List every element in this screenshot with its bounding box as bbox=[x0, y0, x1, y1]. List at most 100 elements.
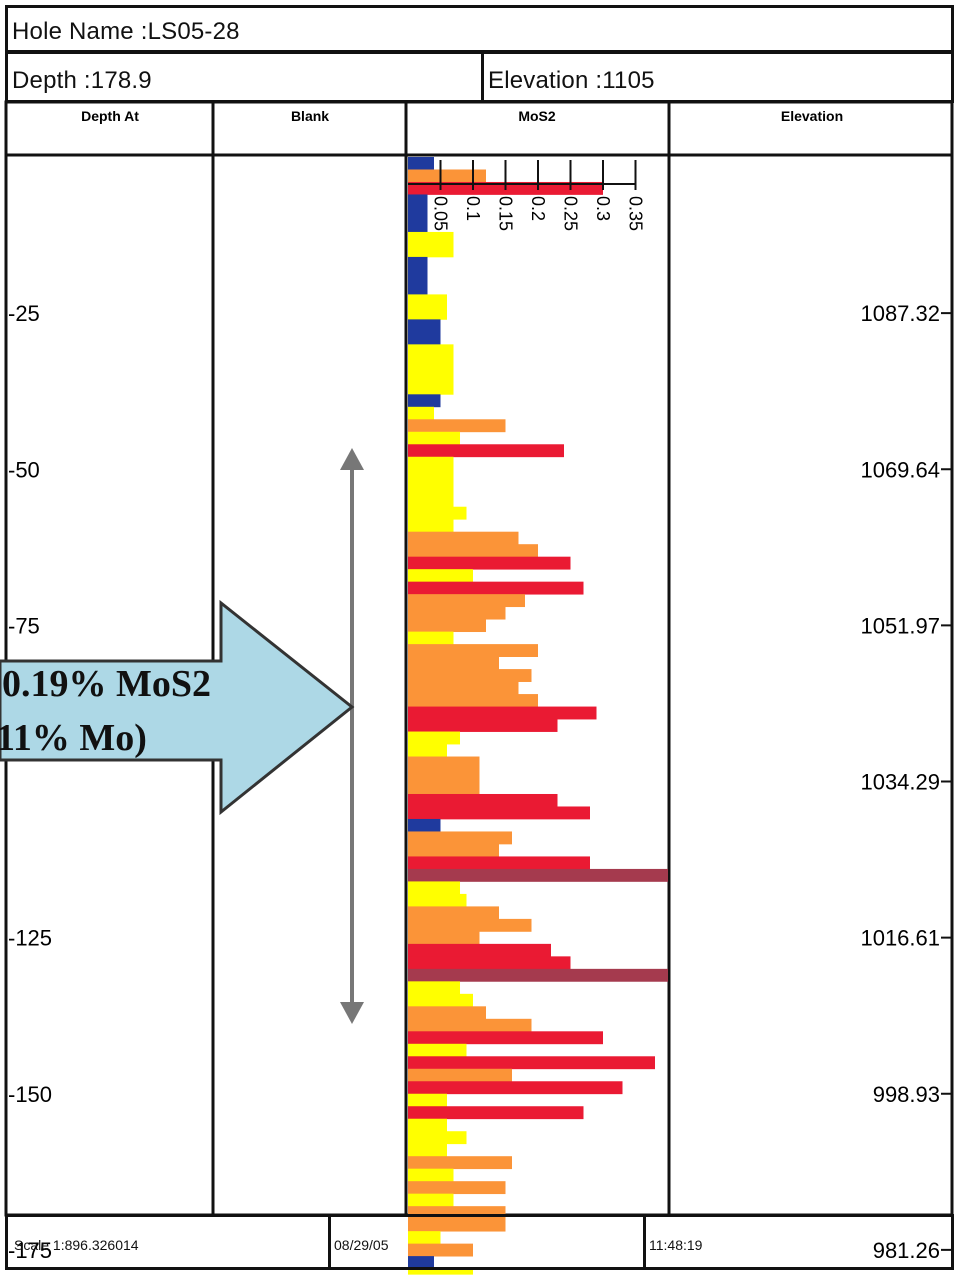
mos2-bar bbox=[408, 1081, 623, 1095]
col-header-mos2: MoS2 bbox=[518, 108, 556, 124]
depth-tick-label: -175 bbox=[8, 1238, 52, 1263]
mos2-bar bbox=[408, 157, 434, 170]
mos2-bar bbox=[408, 544, 538, 558]
mos2-bar bbox=[408, 406, 434, 420]
mos2-bar bbox=[408, 1156, 512, 1170]
mos2-bar bbox=[408, 756, 480, 795]
mos2-bar bbox=[408, 256, 428, 295]
mos2-scale-label: 0.05 bbox=[431, 196, 451, 231]
mos2-bars bbox=[408, 157, 668, 1275]
mos2-scale-label: 0.2 bbox=[528, 196, 548, 221]
mos2-bar bbox=[408, 669, 532, 682]
mos2-bar bbox=[408, 694, 538, 707]
mos2-bar bbox=[408, 681, 519, 695]
mos2-bar bbox=[408, 594, 525, 608]
elevation-ticks: 1087.32 1069.64 1051.97 1034.29 1016.61 998.9… bbox=[860, 301, 952, 1263]
mos2-bar bbox=[408, 169, 486, 183]
mos2-bar bbox=[408, 856, 590, 870]
mos2-bar bbox=[408, 906, 499, 920]
mos2-bar bbox=[408, 556, 571, 570]
mos2-bar bbox=[408, 719, 558, 732]
mos2-bar bbox=[408, 581, 584, 595]
elevation-tick-label: 1051.97 bbox=[860, 613, 940, 638]
elevation-label: Elevation :1105 bbox=[488, 67, 655, 94]
depth-tick-label: -75 bbox=[8, 613, 40, 638]
depth-tick-label: -25 bbox=[8, 301, 40, 326]
elevation-tick-label: 981.26 bbox=[873, 1238, 940, 1263]
mos2-bar bbox=[408, 419, 506, 433]
elevation-tick-label: 1069.64 bbox=[860, 457, 940, 482]
mos2-bar bbox=[408, 319, 441, 345]
mos2-bar bbox=[408, 1168, 454, 1182]
mos2-bar bbox=[408, 1231, 441, 1245]
depth-label: Depth :178.9 bbox=[12, 67, 152, 94]
depth-divider bbox=[481, 54, 484, 100]
mos2-bar bbox=[408, 644, 538, 657]
mos2-bar bbox=[408, 831, 512, 845]
elevation-tick-label: 1034.29 bbox=[860, 770, 940, 795]
mos2-bar bbox=[408, 993, 473, 1007]
mos2-bar bbox=[408, 1181, 506, 1195]
mos2-bar bbox=[408, 1218, 506, 1232]
footer-time: 11:48:19 bbox=[649, 1237, 703, 1253]
mos2-bar bbox=[408, 606, 506, 620]
mos2-bar bbox=[408, 1131, 467, 1145]
mos2-bar bbox=[408, 731, 460, 745]
mos2-bar bbox=[408, 881, 460, 895]
col-header-blank: Blank bbox=[291, 108, 329, 124]
mos2-bar bbox=[408, 431, 460, 445]
mos2-bar bbox=[408, 519, 454, 533]
mos2-bar bbox=[408, 456, 454, 508]
mos2-bar bbox=[408, 931, 480, 945]
col-header-elevation: Elevation bbox=[781, 108, 843, 124]
mos2-scale: 0.05 0.1 0.15 0.2 0.25 0.3 0.35 bbox=[408, 160, 646, 231]
mos2-bar bbox=[408, 1031, 603, 1045]
mos2-bar bbox=[408, 1256, 434, 1270]
mos2-bar bbox=[408, 943, 551, 957]
mos2-bar bbox=[408, 1056, 655, 1070]
mos2-scale-label: 0.1 bbox=[463, 196, 483, 221]
callout-line-2: 11% Mo) bbox=[0, 717, 147, 759]
mos2-scale-label: 0.3 bbox=[593, 196, 613, 221]
mos2-bar bbox=[408, 194, 428, 233]
mos2-bar bbox=[408, 1006, 486, 1020]
mos2-bar bbox=[408, 706, 597, 720]
mos2-bar bbox=[408, 1068, 512, 1082]
mos2-bar bbox=[408, 1143, 447, 1157]
mos2-bar bbox=[408, 1118, 447, 1132]
mos2-bar bbox=[408, 818, 441, 832]
elevation-tick-label: 1087.32 bbox=[860, 301, 940, 326]
depth-tick-label: -125 bbox=[8, 926, 52, 951]
hole-name: Hole Name :LS05-28 bbox=[12, 18, 240, 45]
depth-tick-label: -150 bbox=[8, 1082, 52, 1107]
mos2-bar bbox=[408, 344, 454, 395]
depth-tick-label: -50 bbox=[8, 457, 40, 482]
mos2-bar bbox=[408, 569, 473, 583]
mos2-bar bbox=[408, 1268, 473, 1275]
depth-ticks: -25 -50 -75 -125 -150 -175 bbox=[8, 301, 52, 1263]
elevation-tick-label: 998.93 bbox=[873, 1082, 940, 1107]
footer-scale: Scale 1:896.326014 bbox=[14, 1237, 139, 1253]
col-header-depth: Depth At bbox=[81, 108, 139, 124]
mos2-bar bbox=[408, 981, 460, 995]
mos2-bar bbox=[408, 1243, 473, 1257]
interval-double-arrow bbox=[340, 448, 364, 1024]
mos2-bar bbox=[408, 918, 532, 932]
mos2-bar bbox=[408, 631, 454, 645]
footer-divider-2 bbox=[643, 1217, 646, 1267]
mos2-bar bbox=[408, 394, 441, 408]
mos2-bar bbox=[408, 968, 668, 982]
mos2-bar bbox=[408, 294, 447, 320]
mos2-bar bbox=[408, 843, 499, 857]
mos2-scale-label: 0.15 bbox=[496, 196, 516, 231]
mos2-bar bbox=[408, 793, 558, 807]
callout-line-1: 0.19% MoS2 bbox=[2, 663, 211, 705]
mos2-bar bbox=[408, 868, 668, 882]
footer-date: 08/29/05 bbox=[334, 1237, 389, 1253]
mos2-bar bbox=[408, 531, 519, 545]
elevation-tick-label: 1016.61 bbox=[860, 926, 940, 951]
mos2-bar bbox=[408, 1018, 532, 1032]
grade-callout-arrow: 0.19% MoS2 11% Mo) bbox=[0, 599, 355, 816]
footer-divider-1 bbox=[328, 1217, 331, 1267]
